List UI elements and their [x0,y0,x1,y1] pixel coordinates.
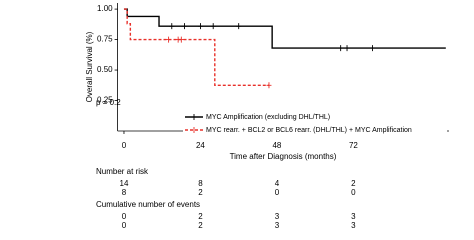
censor-mark [266,82,272,89]
table-cell: 0 [122,221,127,230]
table-cell: 4 [275,179,280,188]
survival-curve [123,8,446,49]
censor-mark [344,45,350,52]
censor-mark [338,45,344,52]
chart: p = 0.2 Time after Diagnosis (months) Ov… [85,3,449,230]
table-cell: 3 [351,221,356,230]
y-tick-label: 0.25 [97,96,113,105]
legend-bg [183,125,447,135]
table-title: Cumulative number of events [96,200,200,209]
censor-mark [178,36,184,43]
censor-mark [166,36,172,43]
table-cell: 2 [198,188,203,197]
table-cell: 3 [351,212,356,221]
table-cell: 8 [198,179,203,188]
p-value: p = 0.2 [96,98,121,107]
censor-mark [210,23,216,30]
censor-mark [236,23,242,30]
x-tick-label: 72 [349,141,358,150]
censor-mark [169,23,175,30]
table-cell: 2 [198,212,203,221]
legend-label: MYC rearr. + BCL2 or BCL6 rearr. (DHL/TH… [206,127,412,134]
censor-mark [182,23,188,30]
table-cell: 0 [275,188,280,197]
x-tick-label: 24 [196,141,205,150]
table-cell: 14 [120,179,129,188]
y-axis-label: Overall Survival (%) [85,31,94,102]
y-tick-label: 1.00 [97,4,113,13]
y-tick-label: 0.50 [97,65,113,74]
censor-mark [370,45,376,52]
survival-curve [123,8,269,86]
table-cell: 8 [122,188,127,197]
censor-mark [197,23,203,30]
table-title: Number at risk [96,167,149,176]
x-tick-label: 0 [122,141,127,150]
legend-bg [183,112,447,122]
legend-label: MYC Amplification (excluding DHL/THL) [206,114,330,121]
table-cell: 3 [275,221,280,230]
table-cell: 0 [122,212,127,221]
y-tick-label: 0.75 [97,35,113,44]
table-cell: 2 [351,179,356,188]
x-tick-label: 48 [272,141,281,150]
x-axis-label: Time after Diagnosis (months) [230,152,337,161]
table-cell: 3 [275,212,280,221]
table-cell: 2 [198,221,203,230]
table-cell: 0 [351,188,356,197]
